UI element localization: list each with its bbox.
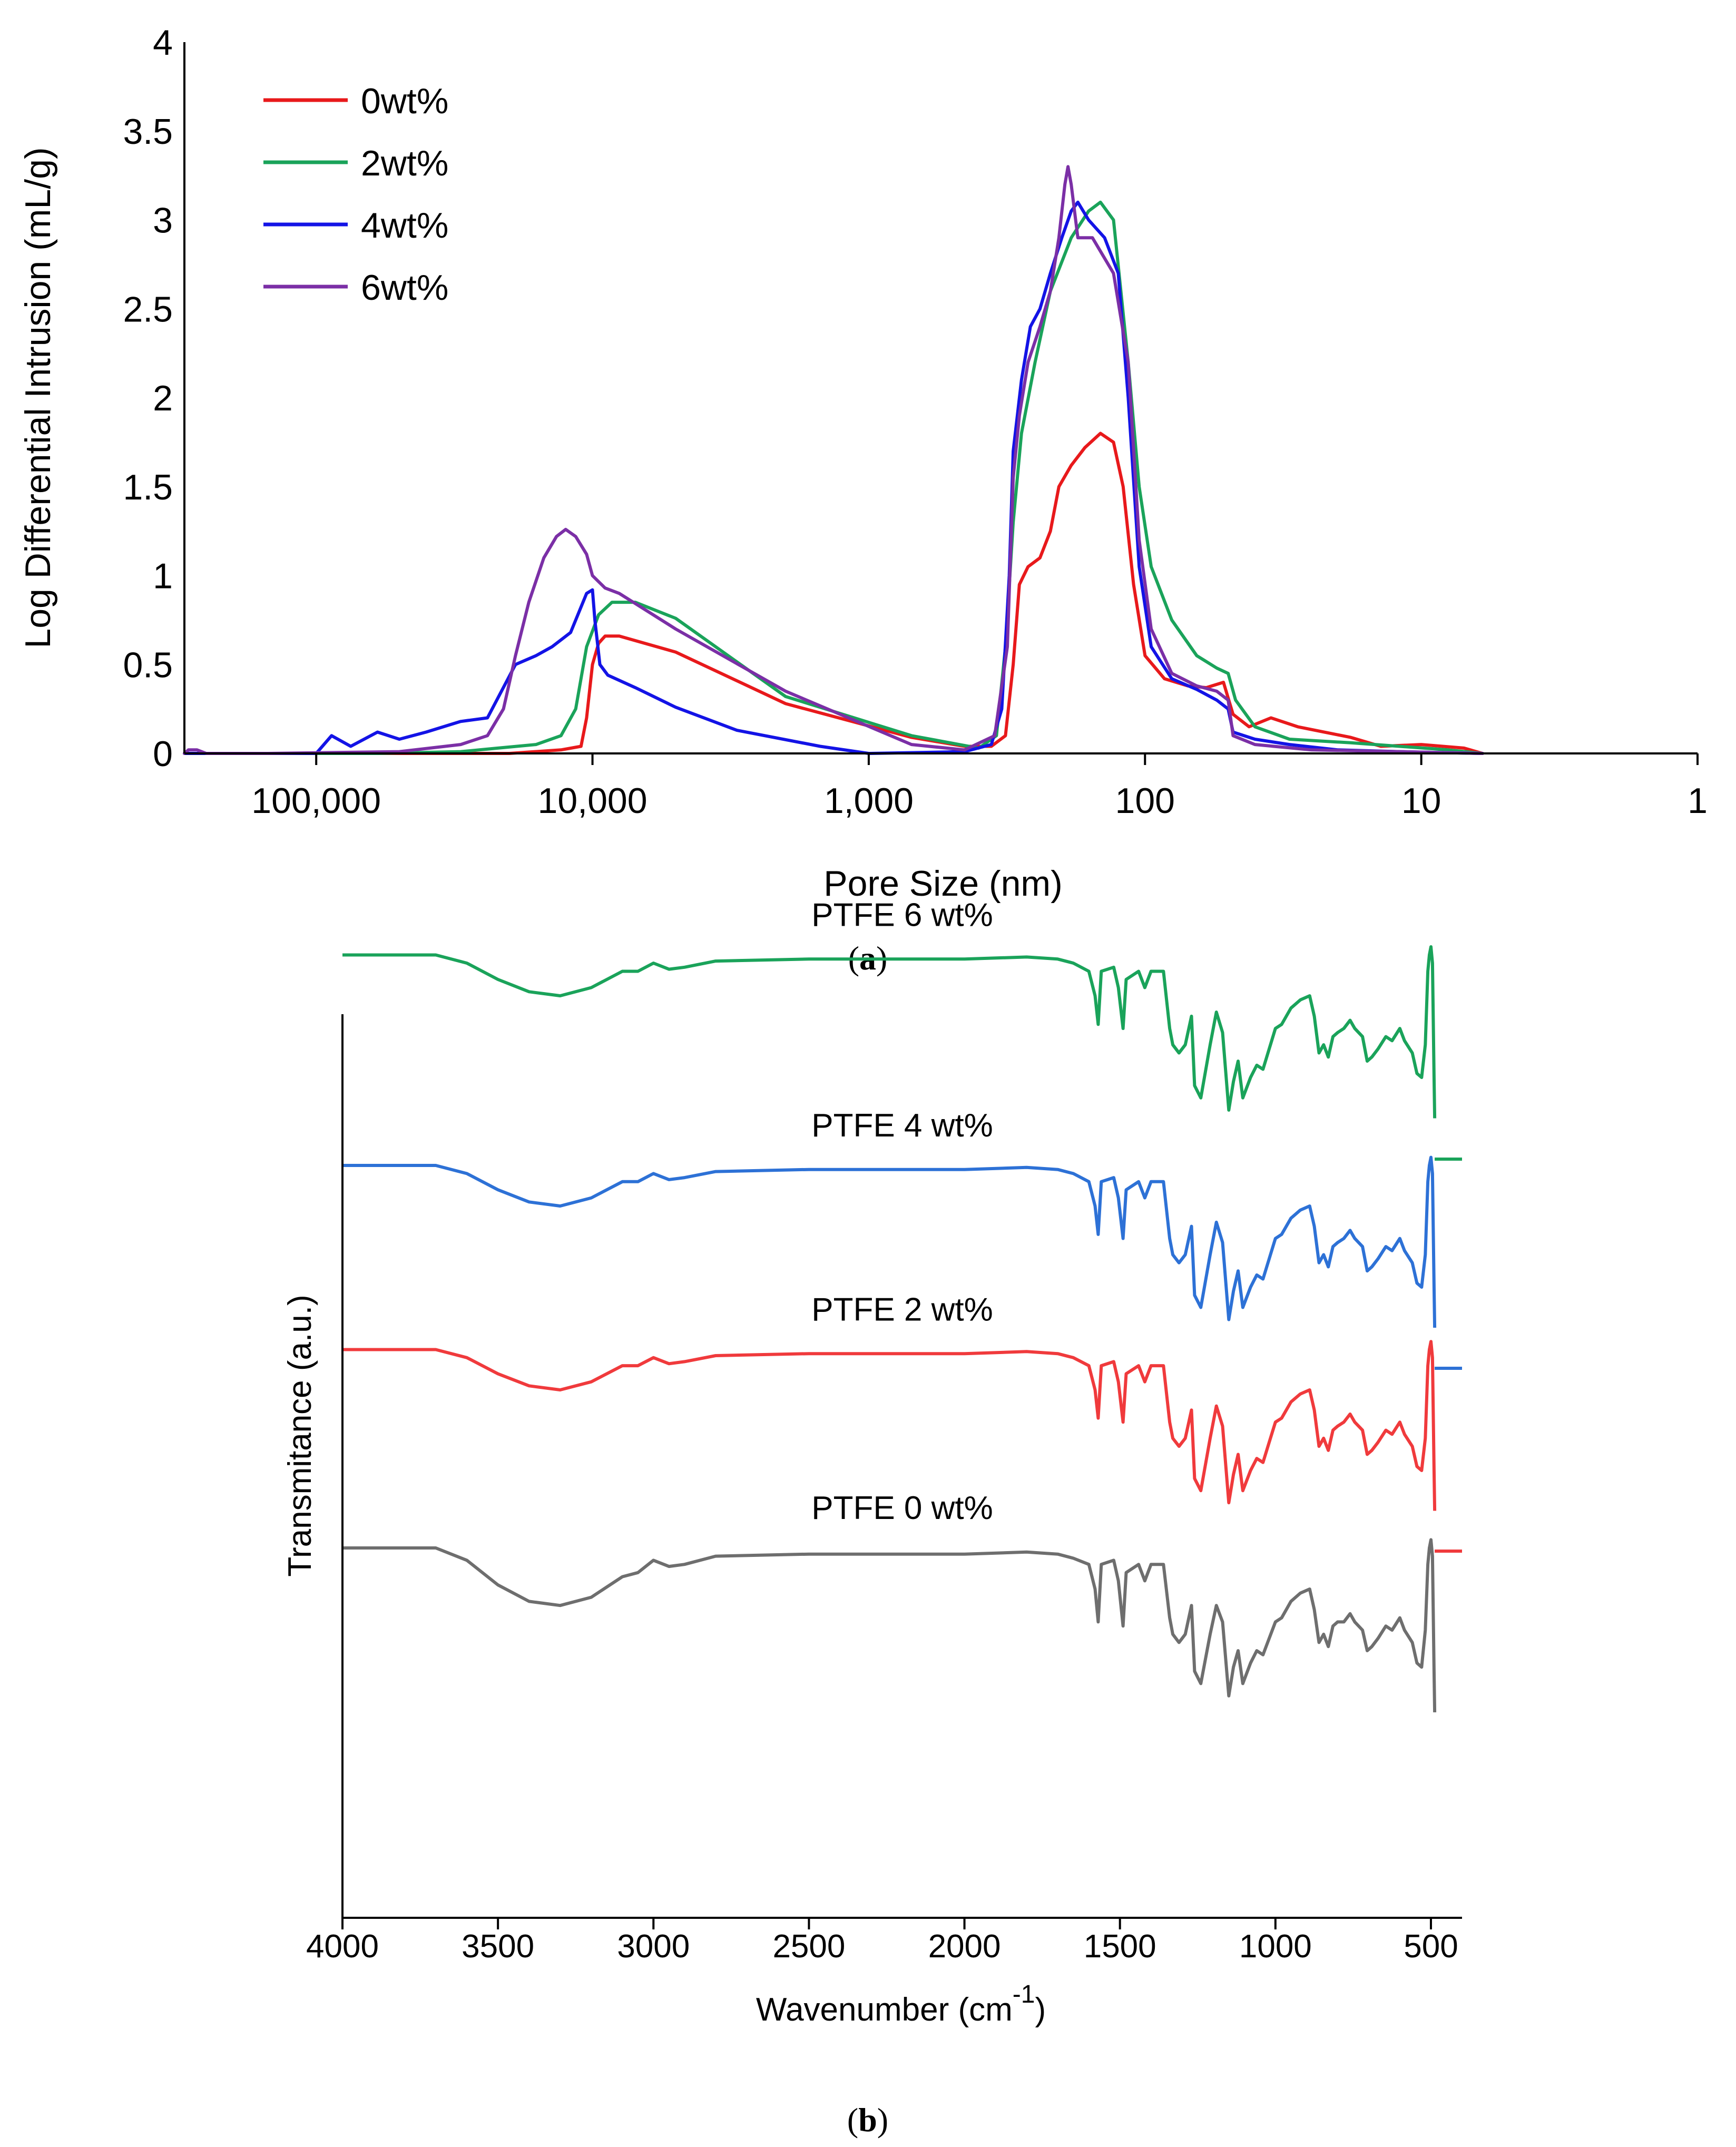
panel-a-series-0wt	[183, 432, 1484, 755]
panel-b-x-axis-title-text: Wavenumber (cm	[756, 1992, 1013, 2028]
panel-b-right-markers	[1435, 1158, 1462, 1553]
panel-a-y-tick-label: 0	[153, 734, 173, 774]
panel-b-x-tick-label: 500	[1404, 1928, 1458, 1965]
legend-label-0wt: 0wt%	[361, 81, 448, 121]
panel-b-x-tick-label: 1000	[1239, 1928, 1312, 1965]
panel-a-y-tick-label: 3.5	[123, 112, 173, 152]
panel-b-x-axis-title: Wavenumber (cm-1)	[756, 1981, 1046, 2028]
panel-a-x-tick-label: 1	[1688, 781, 1708, 821]
panel-a-x-tick-label: 1,000	[824, 781, 914, 821]
panel-b-x-tick-label: 2500	[772, 1928, 845, 1965]
panel-b-x-axis-title-sup: -1	[1013, 1981, 1035, 2008]
legend-label-4wt: 4wt%	[361, 205, 448, 246]
panel-a-y-tick-label: 1	[153, 556, 173, 596]
panel-b-series-label-ptfe-2-wt: PTFE 2 wt%	[811, 1292, 993, 1328]
panel-b-series-labels: PTFE 6 wt% PTFE 4 wt% PTFE 2 wt% PTFE 0 wt%	[811, 897, 993, 1527]
panel-a-x-tick-label: 10,000	[538, 781, 648, 821]
panel-a-x-tick-label: 100,000	[251, 781, 381, 821]
panel-b-y-axis-title: Transmitance (a.u.)	[282, 1295, 318, 1576]
panel-a-series-group	[183, 165, 1484, 755]
panel-a-series-4wt	[183, 200, 1484, 755]
panel-a-x-tick-label: 10	[1401, 781, 1441, 821]
panel-b-x-ticks: 4000 3500 3000 2500 2000 1500 1000 500	[306, 1918, 1458, 1965]
panel-a-series-6wt	[183, 165, 1484, 755]
panel-b-x-tick-label: 2000	[928, 1928, 1001, 1965]
panel-b-caption: (b)	[847, 2101, 888, 2139]
panel-b-series-ptfe-2-wt	[342, 1340, 1437, 1511]
panel-a-y-ticks: 0 0.5 1 1.5 2 2.5 3 3.5 4	[123, 23, 173, 774]
panel-a-y-tick-label: 0.5	[123, 645, 173, 685]
panel-b-series-group	[342, 945, 1437, 1713]
panel-a-pore-size-chart: 100,000 10,000 1,000 100 10 1 0 0.5 1 1.5 2 2.5 3 3.…	[18, 23, 1708, 977]
panel-a-legend: 0wt% 2wt% 4wt% 6wt%	[263, 81, 448, 308]
panel-a-series-2wt	[183, 200, 1484, 755]
panel-a-y-tick-label: 4	[153, 23, 173, 63]
panel-b-series-ptfe-0-wt	[342, 1538, 1437, 1713]
panel-b-x-tick-label: 3500	[462, 1928, 534, 1965]
panel-b-x-tick-label: 1500	[1084, 1928, 1156, 1965]
panel-a-x-tick-label: 100	[1115, 781, 1175, 821]
panel-a-y-tick-label: 2.5	[123, 289, 173, 329]
panel-a-y-tick-label: 1.5	[123, 467, 173, 507]
panel-b-series-label-ptfe-6-wt: PTFE 6 wt%	[811, 897, 993, 934]
panel-b-x-tick-label: 4000	[306, 1928, 379, 1965]
panel-b-series-label-ptfe-0-wt: PTFE 0 wt%	[811, 1490, 993, 1526]
panel-a-y-tick-label: 2	[153, 378, 173, 418]
panel-b-caption-letter: b	[858, 2101, 877, 2139]
panel-b-ftir-chart: PTFE 6 wt% PTFE 4 wt% PTFE 2 wt% PTFE 0 wt%…	[282, 897, 1462, 2139]
panel-b-x-tick-label: 3000	[617, 1928, 690, 1965]
panel-b-series-label-ptfe-4-wt: PTFE 4 wt%	[811, 1107, 993, 1144]
panel-a-y-axis-title: Log Differential Intrusion (mL/g)	[18, 147, 58, 648]
legend-label-6wt: 6wt%	[361, 268, 448, 308]
panel-a-x-axis-title: Pore Size (nm)	[823, 864, 1062, 904]
panel-a-y-tick-label: 3	[153, 201, 173, 241]
legend-label-2wt: 2wt%	[361, 143, 448, 183]
panel-b-x-axis-title-close: )	[1035, 1992, 1046, 2028]
panel-a-x-ticks: 100,000 10,000 1,000 100 10 1	[251, 753, 1708, 821]
panel-b-series-ptfe-4-wt	[342, 1155, 1437, 1328]
panel-b-series-ptfe-6-wt	[342, 945, 1437, 1119]
